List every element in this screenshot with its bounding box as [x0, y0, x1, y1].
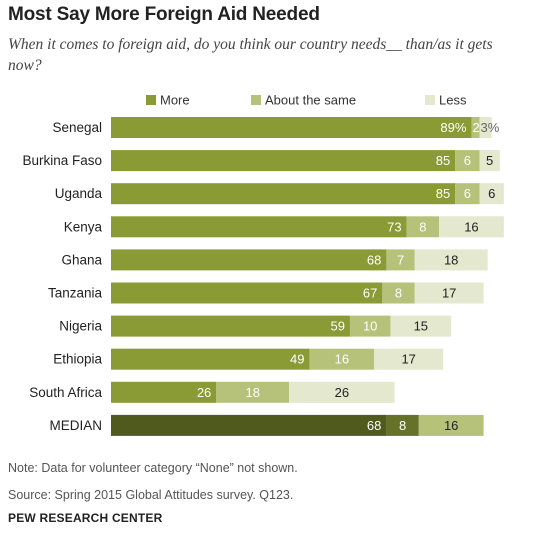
- bar-segment-1-1: [455, 150, 480, 172]
- data-label-1-2: 5: [486, 153, 493, 168]
- chart-title: Most Say More Foreign Aid Needed: [8, 4, 320, 25]
- category-label-4: Ghana: [61, 252, 102, 267]
- category-label-6: Nigeria: [59, 319, 102, 334]
- bar-segment-1-2: [479, 150, 500, 172]
- category-label-5: Tanzania: [48, 286, 103, 301]
- bar-segment-6-0: [111, 315, 350, 337]
- bar-segment-2-0: [111, 183, 456, 205]
- data-label-8-1: 18: [246, 385, 260, 400]
- data-label-3-1: 8: [419, 219, 426, 234]
- legend-swatch-1: [251, 95, 261, 105]
- data-label-7-2: 17: [401, 352, 415, 367]
- bar-segment-0-1: [471, 117, 480, 138]
- data-label-4-0: 68: [367, 252, 381, 267]
- legend-label-0: More: [160, 93, 190, 108]
- chart-source: Source: Spring 2015 Global Attitudes sur…: [8, 488, 294, 502]
- bar-segment-0-2: [479, 117, 492, 138]
- legend-swatch-0: [146, 95, 156, 105]
- data-label-4-1: 7: [397, 252, 404, 267]
- bar-segment-6-2: [390, 315, 452, 337]
- data-label-3-2: 16: [464, 219, 478, 234]
- data-label-9-2: 16: [444, 418, 458, 433]
- bar-segment-5-0: [111, 282, 383, 304]
- bar-segment-3-1: [406, 216, 440, 238]
- data-label-5-2: 17: [442, 286, 456, 301]
- bar-segment-6-1: [349, 315, 391, 337]
- category-label-3: Kenya: [64, 219, 103, 234]
- data-label-1-0: 85: [436, 153, 450, 168]
- data-label-7-0: 49: [290, 352, 304, 367]
- category-label-9: MEDIAN: [49, 418, 102, 433]
- data-label-8-0: 26: [197, 385, 211, 400]
- bar-segment-3-0: [111, 216, 407, 238]
- data-label-2-2: 6: [488, 186, 495, 201]
- data-label-7-1: 16: [335, 352, 349, 367]
- data-label-6-2: 15: [414, 319, 428, 334]
- data-label-3-0: 73: [387, 219, 401, 234]
- data-label-6-0: 59: [330, 319, 344, 334]
- data-label-8-2: 26: [335, 385, 349, 400]
- data-label-9-1: 8: [399, 418, 406, 433]
- chart-note: Note: Data for volunteer category “None”…: [8, 461, 298, 475]
- bar-segment-2-1: [455, 183, 480, 205]
- bar-segment-9-1: [386, 414, 419, 436]
- data-label-0-2: 3%: [481, 120, 500, 135]
- bar-segment-2-2: [479, 183, 504, 205]
- data-label-1-1: 6: [464, 153, 471, 168]
- data-label-5-0: 67: [363, 286, 377, 301]
- bar-segment-4-2: [414, 249, 488, 271]
- bar-segment-9-0: [111, 414, 387, 436]
- bar-segment-7-0: [111, 348, 310, 370]
- chart-subtitle: When it comes to foreign aid, do you thi…: [8, 36, 493, 74]
- category-label-0: Senegal: [52, 120, 102, 135]
- bar-segment-7-2: [374, 348, 444, 370]
- category-label-8: South Africa: [29, 385, 102, 400]
- category-label-7: Ethiopia: [53, 352, 102, 367]
- bar-segment-3-2: [439, 216, 504, 238]
- data-label-6-1: 10: [363, 319, 377, 334]
- bar-segment-8-2: [289, 381, 395, 403]
- bar-segment-5-2: [414, 282, 484, 304]
- data-label-2-1: 6: [464, 186, 471, 201]
- bar-segment-1-0: [111, 150, 456, 172]
- bar-segment-8-0: [111, 381, 217, 403]
- bar-segment-0-0: [111, 117, 472, 138]
- bar-segment-5-1: [382, 282, 415, 304]
- legend-label-1: About the same: [265, 93, 356, 108]
- data-label-2-0: 85: [436, 186, 450, 201]
- bar-segment-9-2: [418, 414, 484, 436]
- data-label-9-0: 68: [367, 418, 381, 433]
- data-label-4-2: 18: [444, 252, 458, 267]
- data-label-5-1: 8: [395, 286, 402, 301]
- legend-label-2: Less: [439, 93, 467, 108]
- bar-segment-4-1: [386, 249, 415, 271]
- category-label-2: Uganda: [55, 186, 103, 201]
- legend-swatch-2: [425, 95, 435, 105]
- data-label-0-0: 89%: [440, 120, 466, 135]
- bar-segment-7-1: [309, 348, 375, 370]
- bar-segment-4-0: [111, 249, 387, 271]
- bar-segment-8-1: [216, 381, 290, 403]
- category-label-1: Burkina Faso: [22, 153, 102, 168]
- organization-credit: PEW RESEARCH CENTER: [8, 511, 163, 525]
